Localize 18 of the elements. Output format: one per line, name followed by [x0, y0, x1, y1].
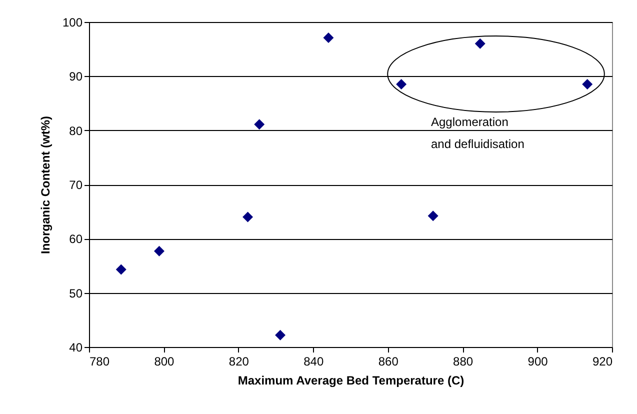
- x-tick-label: 920: [592, 354, 613, 368]
- y-tick-label: 100: [62, 16, 83, 30]
- x-tick-label: 820: [228, 354, 250, 368]
- x-axis-title: Maximum Average Bed Temperature (C): [238, 374, 464, 388]
- y-tick-label: 40: [69, 340, 83, 354]
- x-tick-label: 780: [90, 354, 110, 368]
- x-tick-label: 860: [378, 354, 399, 368]
- x-tick-label: 800: [154, 354, 175, 368]
- x-tick-label: 900: [528, 354, 548, 368]
- y-tick-label: 80: [69, 124, 83, 138]
- annotation: Agglomeration and defluidisation: [431, 115, 524, 151]
- x-tick-label: 880: [453, 354, 474, 368]
- y-tick-label: 70: [69, 178, 83, 192]
- x-tick-label: 840: [304, 354, 324, 368]
- y-axis-title: Inorganic Content (wt%): [38, 116, 52, 254]
- y-tick-label: 60: [69, 232, 83, 246]
- y-tick-label: 50: [69, 286, 83, 300]
- y-tick-label: 90: [69, 70, 83, 84]
